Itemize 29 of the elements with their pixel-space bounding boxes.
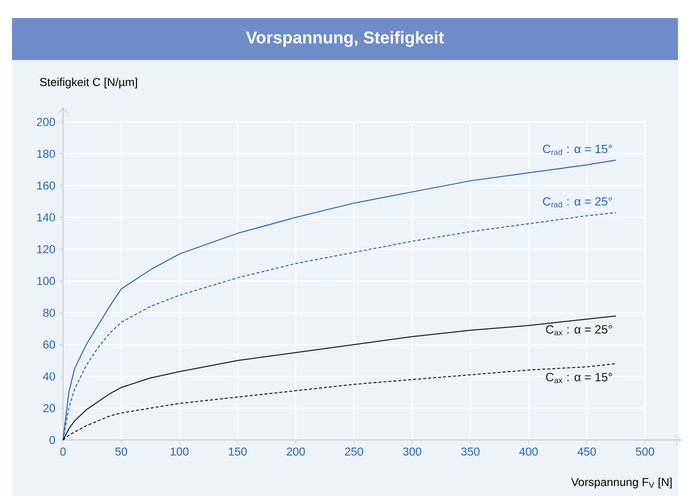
y-tick-label: 120 [37,245,56,254]
x-tick-label: 350 [461,448,480,456]
y-tick-label: 0 [50,436,56,444]
series-label: C$_{rad}$ : α = 25° [542,197,612,208]
x-tick-label: 300 [403,448,422,456]
x-tick-label: 50 [115,448,128,456]
x-tick-label: 500 [636,448,654,456]
x-tick-label: 250 [345,448,364,456]
chart-title: Vorspannung, Steifigkeit [246,31,444,47]
y-tick-label: 20 [43,404,56,412]
y-tick-label: 180 [37,150,56,158]
x-tick-label: 200 [286,448,305,456]
x-tick-label: 0 [60,448,66,456]
x-tick-label: 450 [578,448,596,456]
y-tick-label: 200 [36,118,56,126]
y-axis-title: Steifigkeit C [N/µm] [40,78,137,88]
series-label: C$_{ax}$ : α = 15° [546,372,612,384]
x-tick-label: 400 [519,448,538,456]
y-tick-label: 140 [37,213,56,222]
y-tick-label: 40 [43,372,56,380]
y-tick-label: 60 [43,340,56,349]
series-label: C$_{rad}$ : α = 15° [542,144,612,155]
x-tick-label: 150 [228,448,247,456]
series-label: C$_{ax}$ : α = 25° [546,325,612,336]
x-axis-title: Vorspannung F$_{V}$ [N] [571,478,672,488]
y-tick-label: 80 [43,308,56,317]
x-tick-label: 100 [170,448,189,456]
y-tick-label: 160 [37,182,56,190]
y-tick-label: 100 [37,276,56,286]
